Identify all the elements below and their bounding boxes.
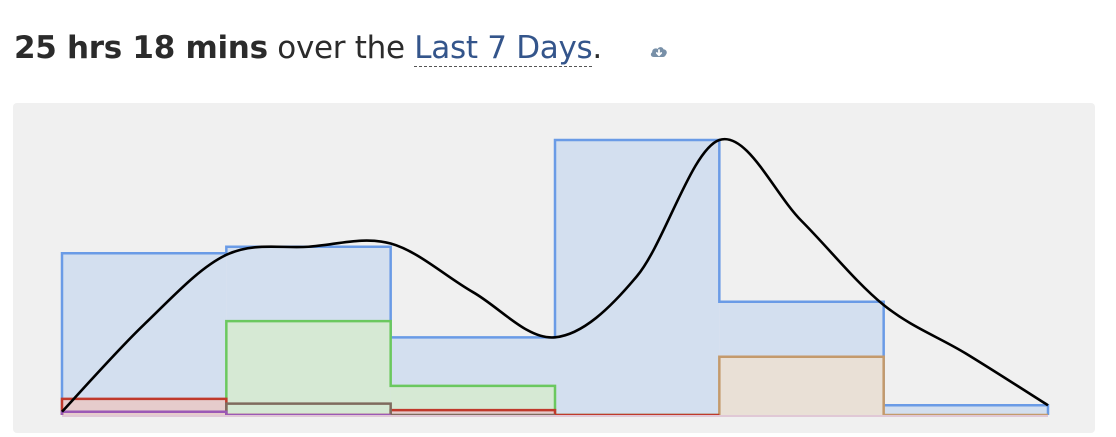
cloud-download-icon[interactable] (648, 41, 670, 63)
summary-headline: 25 hrs 18 mins over the Last 7 Days. (14, 26, 602, 70)
total-time: 25 hrs 18 mins (14, 30, 268, 66)
bar-total-1 (62, 253, 227, 415)
headline-period: . (592, 30, 602, 66)
series-project-a (225, 319, 720, 417)
date-range-link[interactable]: Last 7 Days (414, 30, 593, 67)
headline-connector: over the (267, 30, 415, 66)
trend-curve (61, 137, 1049, 413)
series-total (60, 138, 1050, 415)
bar-project-b-5 (719, 356, 884, 415)
weekly-activity-chart (13, 103, 1095, 433)
bar-project-c-3 (390, 410, 555, 415)
bar-project-a-2 (226, 321, 391, 415)
bar-total-6 (883, 405, 1048, 415)
series-project-b (718, 355, 1048, 417)
chart-canvas (60, 137, 1050, 417)
